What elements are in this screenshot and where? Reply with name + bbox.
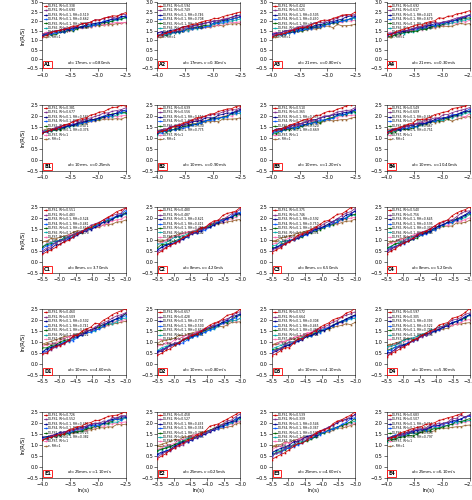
Text: C3: C3: [273, 266, 280, 272]
Text: $d_s$=21mm, $v$=0.30m/s: $d_s$=21mm, $v$=0.30m/s: [412, 60, 457, 67]
Text: B3: B3: [273, 164, 281, 170]
Text: E1: E1: [44, 471, 51, 476]
Text: D3: D3: [273, 369, 281, 374]
Y-axis label: ln(R/S): ln(R/S): [20, 128, 25, 147]
Text: $d_s$=10mm, $v$=0.90m/s: $d_s$=10mm, $v$=0.90m/s: [182, 162, 228, 170]
Legend: DLFS1, RH=0.549, DLFS2, RH=0.609, DLFS3, RH=0.1, RH=0.450, DLFS4, RH=0.1, RH=0.4: DLFS1, RH=0.549, DLFS2, RH=0.609, DLFS3,…: [388, 106, 433, 142]
Legend: DLFS1, RH=0.338, DLFS2, RH=0.690, DLFS3, RH=0.1, RH=0.519, DLFS4, RH=0.1, RH=0.6: DLFS1, RH=0.338, DLFS2, RH=0.690, DLFS3,…: [43, 4, 90, 39]
Text: C2: C2: [159, 266, 166, 272]
Text: A2: A2: [159, 62, 166, 67]
Legend: DLFS1, RH=0.375, DLFS2, RH=0.746, DLFS3, RH=0.1, RH=0.592, DLFS4, RH=0.1, RH=0.7: DLFS1, RH=0.375, DLFS2, RH=0.746, DLFS3,…: [273, 208, 319, 244]
Legend: DLFS1, RH=0.510, DLFS2, RH=0.365, DLFS3, RH=0.1, RH=0.355, DLFS4, RH=0.1, RH=0.3: DLFS1, RH=0.510, DLFS2, RH=0.365, DLFS3,…: [273, 106, 319, 142]
Text: $d_s$=21mm, $v$=0.80m/s: $d_s$=21mm, $v$=0.80m/s: [297, 60, 342, 67]
Text: $d_s$=10mm, $v$=1.20m/s: $d_s$=10mm, $v$=1.20m/s: [297, 162, 342, 170]
Legend: DLFS1, RH=0.539, DLFS2, RH=0.339, DLFS3, RH=0.1, RH=0.546, DLFS4, RH=0.1, RH=0.3: DLFS1, RH=0.539, DLFS2, RH=0.339, DLFS3,…: [273, 412, 319, 448]
Y-axis label: ln(R/S): ln(R/S): [20, 26, 25, 44]
Text: $d_s$=25mm, $v$=6.10m/s: $d_s$=25mm, $v$=6.10m/s: [412, 468, 456, 476]
X-axis label: ln(s): ln(s): [78, 488, 90, 493]
Legend: DLFS1, RH=0.381, DLFS2, RH=0.677, DLFS3, RH=0.1, RH=0.582, DLFS4, RH=0.1, RH=0.4: DLFS1, RH=0.381, DLFS2, RH=0.677, DLFS3,…: [43, 106, 89, 142]
Y-axis label: ln(R/S): ln(R/S): [20, 231, 25, 249]
Legend: DLFS1, RH=0.572, DLFS2, RH=0.664, DLFS3, RH=0.1, RH=0.308, DLFS4, RH=0.1, RH=0.4: DLFS1, RH=0.572, DLFS2, RH=0.664, DLFS3,…: [273, 310, 319, 346]
Text: A1: A1: [44, 62, 51, 67]
X-axis label: ln(s): ln(s): [422, 488, 434, 493]
Text: $d_s$=10mm, $v$=10.40m/s: $d_s$=10mm, $v$=10.40m/s: [412, 162, 459, 170]
Text: $d_s$=8mm, $v$=5.20m/s: $d_s$=8mm, $v$=5.20m/s: [412, 264, 454, 272]
Text: D2: D2: [159, 369, 166, 374]
Text: D1: D1: [44, 369, 51, 374]
Text: $d_s$=10mm, $v$=4.60m/s: $d_s$=10mm, $v$=4.60m/s: [67, 366, 113, 374]
Text: B2: B2: [159, 164, 166, 170]
Text: $d_s$=25mm, $v$=0.25m/s: $d_s$=25mm, $v$=0.25m/s: [182, 468, 227, 476]
X-axis label: ln(s): ln(s): [193, 488, 205, 493]
Text: D4: D4: [388, 369, 396, 374]
Text: $d_s$=10mm, $v$=4.10m/s: $d_s$=10mm, $v$=4.10m/s: [297, 366, 342, 374]
Legend: DLFS1, RH=0.692, DLFS2, RH=0.617, DLFS3, RH=0.1, RH=0.425, DLFS4, RH=0.1, RH=0.6: DLFS1, RH=0.692, DLFS2, RH=0.617, DLFS3,…: [388, 4, 433, 39]
Legend: DLFS1, RH=0.597, DLFS2, RH=0.305, DLFS3, RH=0.1, RH=0.393, DLFS4, RH=0.1, RH=0.5: DLFS1, RH=0.597, DLFS2, RH=0.305, DLFS3,…: [388, 310, 433, 346]
Legend: DLFS1, RH=0.460, DLFS2, RH=0.509, DLFS3, RH=0.1, RH=0.502, DLFS4, RH=0.1, RH=0.7: DLFS1, RH=0.460, DLFS2, RH=0.509, DLFS3,…: [43, 310, 90, 346]
Text: $d_s$=25mm, $v$=1.10m/s: $d_s$=25mm, $v$=1.10m/s: [67, 468, 112, 476]
Legend: DLFS1, RH=0.639, DLFS2, RH=0.556, DLFS3, RH=0.1, RH=0.612, DLFS4, RH=0.1, RH=0.5: DLFS1, RH=0.639, DLFS2, RH=0.556, DLFS3,…: [158, 106, 204, 142]
Text: $d_s$=17mm, $v$=0.80m/s: $d_s$=17mm, $v$=0.80m/s: [67, 60, 112, 67]
Text: $d_s$=10mm, $v$=0.25m/s: $d_s$=10mm, $v$=0.25m/s: [67, 162, 112, 170]
Text: B4: B4: [388, 164, 396, 170]
Text: B1: B1: [44, 164, 51, 170]
Text: C1: C1: [44, 266, 51, 272]
Legend: DLFS1, RH=0.657, DLFS2, RH=0.428, DLFS3, RH=0.1, RH=0.797, DLFS4, RH=0.1, RH=0.5: DLFS1, RH=0.657, DLFS2, RH=0.428, DLFS3,…: [158, 310, 204, 346]
Legend: DLFS1, RH=0.480, DLFS2, RH=0.487, DLFS3, RH=0.1, RH=0.621, DLFS4, RH=0.1, RH=0.4: DLFS1, RH=0.480, DLFS2, RH=0.487, DLFS3,…: [158, 208, 204, 244]
Text: $d_s$=17mm, $v$=0.30m/s: $d_s$=17mm, $v$=0.30m/s: [182, 60, 227, 67]
X-axis label: ln(s): ln(s): [307, 488, 320, 493]
Text: $d_s$=10mm, $v$=5.90m/s: $d_s$=10mm, $v$=5.90m/s: [412, 366, 457, 374]
Legend: DLFS1, RH=0.726, DLFS2, RH=0.552, DLFS3, RH=0.1, RH=0.411, DLFS4, RH=0.1, RH=0.5: DLFS1, RH=0.726, DLFS2, RH=0.552, DLFS3,…: [43, 412, 89, 448]
Text: E4: E4: [388, 471, 395, 476]
Legend: DLFS1, RH=0.424, DLFS2, RH=0.525, DLFS3, RH=0.1, RH=0.505, DLFS4, RH=0.1, RH=0.4: DLFS1, RH=0.424, DLFS2, RH=0.525, DLFS3,…: [273, 4, 319, 39]
Text: $d_s$=25mm, $v$=4.60m/s: $d_s$=25mm, $v$=4.60m/s: [297, 468, 342, 476]
Legend: DLFS1, RH=0.458, DLFS2, RH=0.527, DLFS3, RH=0.1, RH=0.433, DLFS4, RH=0.1, RH=0.3: DLFS1, RH=0.458, DLFS2, RH=0.527, DLFS3,…: [158, 412, 204, 448]
Text: E3: E3: [273, 471, 280, 476]
Text: $d_s$=8mm, $v$=6.50m/s: $d_s$=8mm, $v$=6.50m/s: [297, 264, 339, 272]
Text: C4: C4: [388, 266, 395, 272]
Legend: DLFS1, RH=0.551, DLFS2, RH=0.483, DLFS3, RH=0.1, RH=0.524, DLFS4, RH=0.1, RH=0.4: DLFS1, RH=0.551, DLFS2, RH=0.483, DLFS3,…: [43, 208, 89, 244]
Text: $d_s$=10mm, $v$=0.80m/s: $d_s$=10mm, $v$=0.80m/s: [182, 366, 227, 374]
Legend: DLFS1, RH=0.594, DLFS2, RH=0.749, DLFS3, RH=0.1, RH=0.746, DLFS4, RH=0.1, RH=0.7: DLFS1, RH=0.594, DLFS2, RH=0.749, DLFS3,…: [158, 4, 204, 39]
Text: A4: A4: [388, 62, 396, 67]
Text: E2: E2: [159, 471, 166, 476]
Legend: DLFS1, RH=0.683, DLFS2, RH=0.507, DLFS3, RH=0.1, RH=0.712, DLFS4, RH=0.1, RH=0.3: DLFS1, RH=0.683, DLFS2, RH=0.507, DLFS3,…: [388, 412, 433, 448]
Legend: DLFS1, RH=0.540, DLFS2, RH=0.756, DLFS3, RH=0.1, RH=0.645, DLFS4, RH=0.1, RH=0.5: DLFS1, RH=0.540, DLFS2, RH=0.756, DLFS3,…: [388, 208, 433, 244]
Text: $d_s$=8mm, $v$=3.70m/s: $d_s$=8mm, $v$=3.70m/s: [67, 264, 110, 272]
Text: $d_s$=8mm, $v$=4.20m/s: $d_s$=8mm, $v$=4.20m/s: [182, 264, 225, 272]
Y-axis label: ln(R/S): ln(R/S): [20, 333, 25, 351]
Y-axis label: ln(R/S): ln(R/S): [20, 436, 25, 454]
Text: A3: A3: [273, 62, 281, 67]
